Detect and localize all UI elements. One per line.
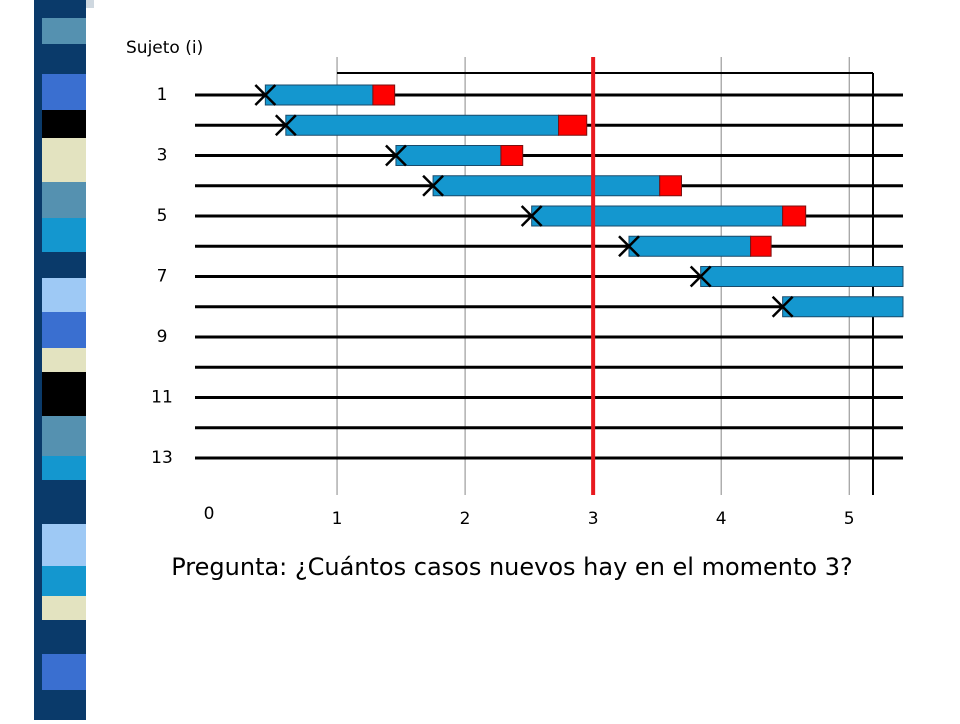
entry-mark xyxy=(771,295,794,318)
entry-mark xyxy=(274,114,297,137)
y-axis-label: Sujeto (i) xyxy=(126,38,203,58)
x-tick-label: 2 xyxy=(460,509,471,529)
event-bar xyxy=(500,145,524,166)
entry-mark xyxy=(520,205,543,227)
follow-up-bar xyxy=(782,296,904,318)
x-tick-label: 5 xyxy=(844,509,855,529)
decor-stripe xyxy=(34,0,108,720)
row-label: 1 xyxy=(157,85,168,105)
event-bar xyxy=(750,235,772,257)
event-bar xyxy=(558,114,588,136)
follow-up-bar xyxy=(628,235,752,257)
follow-up-bar xyxy=(264,84,374,106)
entry-mark xyxy=(254,84,277,106)
event-bar xyxy=(782,205,807,227)
entry-mark xyxy=(618,235,640,258)
row-label: 3 xyxy=(157,146,168,166)
x-tick-label: 3 xyxy=(588,509,599,529)
entry-mark xyxy=(422,174,444,197)
follow-up-bar xyxy=(395,145,502,166)
event-bar xyxy=(659,175,682,197)
row-label: 11 xyxy=(151,388,173,408)
row-label: 7 xyxy=(157,267,168,287)
question: Pregunta: ¿Cuántos casos nuevos hay en e… xyxy=(171,553,853,581)
x-tick-label: 1 xyxy=(332,509,343,529)
entry-mark xyxy=(385,144,407,167)
row-label: 5 xyxy=(157,206,168,226)
x-tick-label: 0 xyxy=(204,504,215,524)
row-label: 9 xyxy=(157,327,168,347)
follow-up-bar xyxy=(700,266,904,287)
row-label: 13 xyxy=(151,448,173,468)
entry-mark xyxy=(689,265,712,288)
follow-up-bar xyxy=(285,114,560,136)
follow-up-bar xyxy=(432,175,661,197)
x-tick-label: 4 xyxy=(716,509,727,529)
follow-up-bar xyxy=(531,205,784,227)
event-bar xyxy=(372,84,396,106)
